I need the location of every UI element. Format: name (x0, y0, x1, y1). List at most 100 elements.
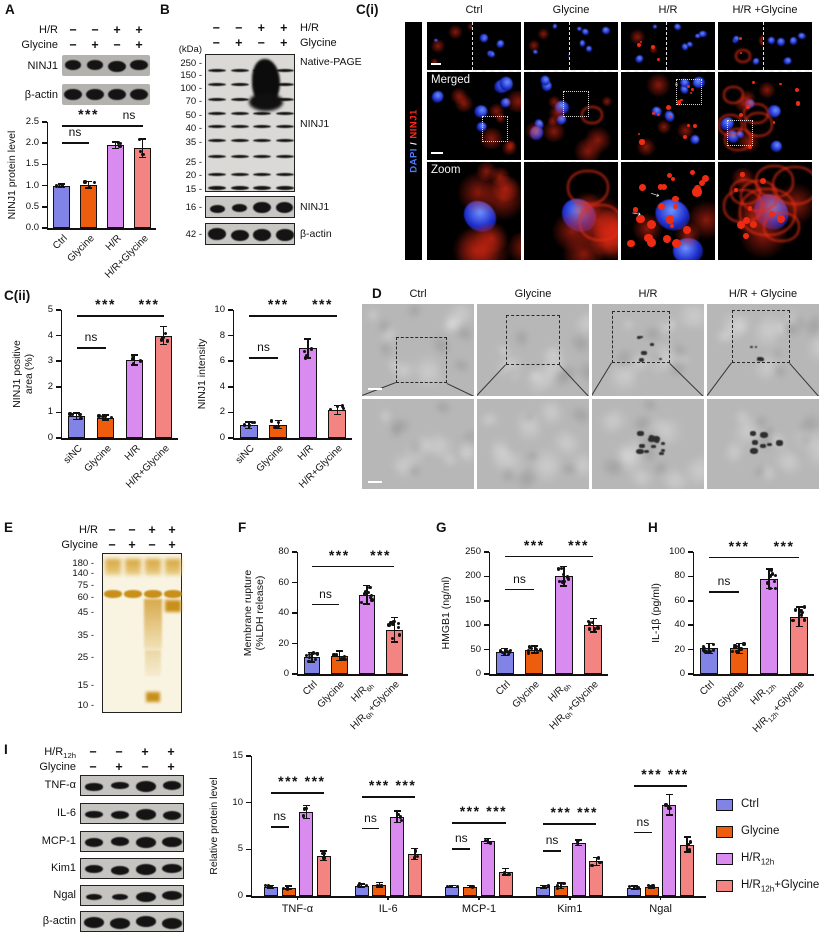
legend-item: Glycine (716, 823, 824, 843)
y-tick (688, 624, 693, 626)
blot-band (64, 60, 82, 70)
error-cap (102, 419, 109, 421)
kda-marker: 15 - (185, 184, 202, 195)
data-point (592, 627, 596, 631)
data-point (83, 180, 87, 184)
data-point (360, 600, 364, 605)
zoom-region-rect (675, 79, 702, 106)
error-cap (333, 413, 341, 416)
bar (760, 578, 778, 674)
y-tick-label: 0.5 (25, 200, 39, 212)
group-label: Kim1 (557, 903, 583, 915)
significance-label: ns (636, 814, 650, 829)
error-bar (798, 606, 800, 627)
data-point (276, 424, 280, 428)
ci-side-label: DAPI / NINJ1 (408, 109, 419, 173)
error-cap (363, 603, 371, 605)
blot-band (85, 810, 103, 819)
scale-bar (368, 480, 382, 483)
data-point (483, 838, 488, 843)
treatment-sign: − (69, 38, 77, 52)
scale-bar (431, 63, 441, 65)
data-point (392, 619, 396, 624)
ci-image-zoom (718, 162, 812, 260)
panel-ci-label: C(i) (356, 2, 379, 17)
y-tick (688, 648, 693, 651)
native-ninj1-oligomer-blob (249, 93, 283, 111)
y-tick-label: 6 (219, 355, 225, 367)
treatment-sign: − (257, 36, 265, 50)
data-point (711, 648, 716, 652)
blot-strip (80, 858, 184, 879)
ninj1-signal-diffuse (524, 121, 546, 140)
data-point (161, 336, 165, 340)
blot-strip (80, 831, 184, 852)
error-cap (795, 625, 803, 628)
data-point (533, 646, 538, 651)
data-point (587, 622, 592, 627)
ninj1-puncta (656, 57, 660, 61)
ninj1-signal-diffuse (450, 226, 503, 260)
data-point (109, 416, 113, 420)
zoom-region-rect (506, 315, 560, 365)
data-point (138, 137, 142, 142)
native-page-gel (205, 54, 295, 192)
d-image (707, 304, 819, 396)
error-bar (414, 848, 416, 860)
error-cap (575, 844, 583, 847)
error-cap (73, 412, 80, 414)
significance-label: *** (395, 777, 417, 794)
y-tick-label: 5 (47, 304, 53, 315)
data-point (281, 887, 286, 891)
ninj1-puncta (680, 98, 683, 102)
x-tick (387, 896, 389, 900)
data-point (701, 645, 705, 649)
legend-label: Glycine (741, 825, 780, 837)
error-bar (305, 805, 307, 819)
error-cap (466, 886, 474, 889)
y-axis-title: NINJ1 protein level (5, 130, 18, 220)
error-bar (336, 405, 338, 415)
significance-label: *** (568, 536, 589, 553)
error-bar (487, 838, 489, 844)
cell-debris (759, 432, 769, 439)
data-point (302, 814, 306, 818)
y-tick-label: 3 (47, 355, 53, 367)
x-tick (659, 896, 662, 900)
y-tick (228, 360, 233, 362)
blot-band (110, 837, 130, 847)
data-point (332, 653, 336, 657)
blot-label: Kim1 (50, 862, 76, 874)
error-cap (160, 343, 167, 346)
error-bar (396, 811, 398, 823)
merged-row-label: Merged (431, 74, 470, 86)
cell-nucleus (796, 32, 806, 41)
data-point (507, 650, 511, 654)
data-point (773, 586, 777, 591)
blot-band (84, 838, 104, 848)
panel-cii-intensity-chart: 0 2 4 6 8 10 siNC Glycine H/R H/R+Glycine ns *** ***… (190, 296, 370, 496)
blot-bactin-b (205, 223, 295, 245)
ninj1-puncta (676, 100, 682, 105)
blot-band (253, 229, 272, 241)
error-cap (320, 859, 328, 862)
significance-line (487, 822, 506, 824)
cell-debris (660, 442, 666, 446)
error-bar (141, 138, 144, 158)
data-point (686, 843, 690, 847)
blot-band (86, 88, 104, 100)
data-point (412, 856, 416, 860)
error-bar (311, 652, 313, 662)
treatment-sign: − (212, 21, 220, 35)
error-cap (358, 886, 366, 889)
y-tick-label: 40 (674, 619, 685, 631)
data-point (648, 886, 652, 890)
data-point (598, 861, 602, 865)
y-tick (56, 334, 61, 337)
significance-label: *** (641, 765, 663, 782)
legend-item: H/R12h (716, 850, 824, 870)
treatment-sign: − (113, 38, 121, 52)
blot-strip (80, 911, 184, 932)
treatment-sign: + (91, 38, 99, 52)
data-point (356, 884, 361, 888)
